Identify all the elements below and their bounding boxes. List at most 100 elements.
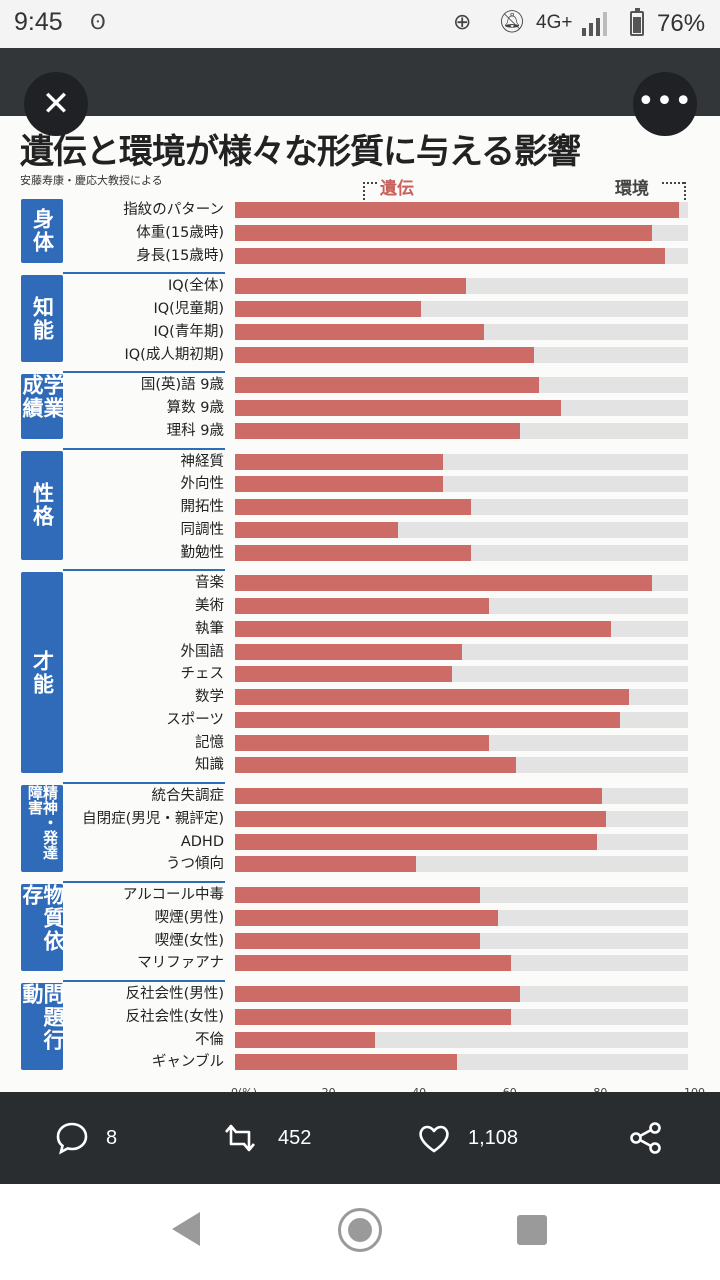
retweet-icon bbox=[218, 1120, 262, 1156]
x-tick-label: 60 bbox=[503, 1086, 517, 1092]
bar-label: 同調性 bbox=[180, 521, 225, 538]
category-label: 知能 bbox=[30, 295, 55, 342]
legend-bracket-right bbox=[662, 182, 684, 184]
bar-heredity bbox=[235, 757, 516, 774]
bar-label: IQ(全体) bbox=[167, 278, 224, 295]
bar-heredity bbox=[235, 643, 462, 660]
bar-label: うつ傾向 bbox=[166, 856, 224, 873]
close-icon: ✕ bbox=[41, 84, 71, 124]
bar-heredity bbox=[235, 544, 471, 561]
retweet-button[interactable]: 452 bbox=[218, 1116, 311, 1160]
bar-environment bbox=[235, 422, 688, 439]
category-box: 才能 bbox=[21, 572, 63, 773]
category-label: 問題行動 bbox=[20, 983, 65, 1052]
signal-icon bbox=[582, 12, 612, 36]
bar-label: チェス bbox=[180, 666, 225, 683]
battery-icon bbox=[630, 8, 644, 36]
mute-icon: 🔕︎ bbox=[498, 10, 526, 35]
category-box: 学業成績 bbox=[20, 374, 65, 439]
bar-environment bbox=[235, 932, 688, 949]
bar-environment bbox=[235, 575, 688, 592]
bar-label: 統合失調症 bbox=[151, 788, 225, 804]
category-divider bbox=[63, 980, 225, 982]
bar-heredity bbox=[235, 689, 630, 705]
bar-label: 美術 bbox=[195, 598, 224, 614]
heart-icon bbox=[416, 1120, 452, 1156]
bar-heredity bbox=[235, 598, 489, 614]
bar-heredity bbox=[235, 346, 534, 363]
bar-label: 数学 bbox=[195, 689, 224, 705]
bar-heredity bbox=[235, 453, 444, 470]
bar-heredity bbox=[235, 1008, 512, 1025]
like-button[interactable]: 1,108 bbox=[416, 1116, 518, 1160]
battery-percent: 76% bbox=[657, 10, 706, 37]
bar-environment bbox=[235, 833, 688, 850]
bar-environment bbox=[235, 278, 688, 295]
bar-label: ADHD bbox=[180, 833, 224, 850]
category-box: 知能 bbox=[21, 275, 63, 363]
bar-label: 反社会性(女性) bbox=[125, 1008, 224, 1025]
bar-environment bbox=[235, 711, 688, 728]
bar-environment bbox=[235, 810, 688, 827]
bar-label: 国(英)語 9歳 bbox=[140, 377, 224, 394]
network-type: 4G+ bbox=[536, 12, 573, 33]
bar-label: 反社会性(男性) bbox=[125, 986, 224, 1002]
bar-heredity bbox=[235, 887, 480, 903]
bar-label: マリファアナ bbox=[137, 955, 224, 972]
tweet-image[interactable]: 遺伝と環境が様々な形質に与える影響 安藤寿康・慶応大教授による 遺伝 環境 指紋… bbox=[0, 116, 720, 1092]
bar-label: 喫煙(女性) bbox=[154, 932, 224, 949]
legend-bracket-left bbox=[363, 182, 377, 184]
bar-environment bbox=[235, 453, 688, 470]
bar-heredity bbox=[235, 301, 421, 317]
category-divider bbox=[63, 569, 225, 572]
legend-bracket-right-vertical bbox=[684, 182, 686, 208]
category-label: 身体 bbox=[30, 208, 55, 255]
reply-icon bbox=[54, 1120, 90, 1156]
bar-heredity bbox=[235, 909, 498, 926]
bar-environment bbox=[235, 955, 688, 972]
bar-label: IQ(成人期初期) bbox=[124, 346, 224, 363]
bar-label: 記憶 bbox=[195, 734, 224, 751]
bar-environment bbox=[235, 1054, 688, 1071]
bar-heredity bbox=[235, 711, 621, 728]
bar-environment bbox=[235, 544, 688, 561]
bar-environment bbox=[235, 1008, 688, 1025]
category-box: 身体 bbox=[21, 199, 63, 264]
bar-heredity bbox=[235, 932, 480, 949]
viewer-bottom-bar bbox=[0, 1092, 720, 1184]
bar-environment bbox=[235, 1031, 688, 1048]
back-icon[interactable] bbox=[172, 1212, 200, 1246]
bar-heredity bbox=[235, 202, 679, 218]
viewer-top-bar bbox=[0, 48, 720, 116]
category-divider bbox=[63, 782, 225, 784]
bar-label: 指紋のパターン bbox=[123, 202, 224, 218]
more-options-button[interactable]: ••• bbox=[633, 72, 697, 136]
bar-environment bbox=[235, 620, 688, 637]
category-divider bbox=[63, 371, 225, 374]
bar-label: ギャンブル bbox=[151, 1054, 224, 1071]
bar-heredity bbox=[235, 377, 539, 394]
status-time: 9:45 bbox=[14, 8, 63, 36]
bar-heredity bbox=[235, 400, 562, 416]
recents-icon[interactable] bbox=[517, 1215, 547, 1245]
bar-heredity bbox=[235, 734, 489, 751]
bar-label: スポーツ bbox=[166, 711, 224, 728]
bar-environment bbox=[235, 689, 688, 705]
retweet-count: 452 bbox=[278, 1126, 312, 1149]
bar-label: 体重(15歳時) bbox=[136, 224, 224, 241]
bar-heredity bbox=[235, 955, 512, 972]
close-button[interactable]: ✕ bbox=[24, 72, 88, 136]
bar-heredity bbox=[235, 476, 444, 493]
bar-label: 外国語 bbox=[180, 643, 225, 660]
status-bar: 9:45 ʘ ⊕ 🔕︎ 4G+ 76% bbox=[0, 0, 720, 48]
share-button[interactable] bbox=[628, 1116, 664, 1160]
home-icon[interactable] bbox=[338, 1208, 382, 1252]
bar-heredity bbox=[235, 323, 485, 340]
legend-environment: 環境 bbox=[615, 179, 649, 199]
bar-label: 音楽 bbox=[195, 575, 224, 592]
reply-count: 8 bbox=[106, 1126, 118, 1149]
category-divider bbox=[63, 447, 225, 450]
reply-button[interactable]: 8 bbox=[54, 1116, 117, 1160]
bar-label: 身長(15歳時) bbox=[136, 247, 224, 264]
bar-environment bbox=[235, 377, 688, 394]
